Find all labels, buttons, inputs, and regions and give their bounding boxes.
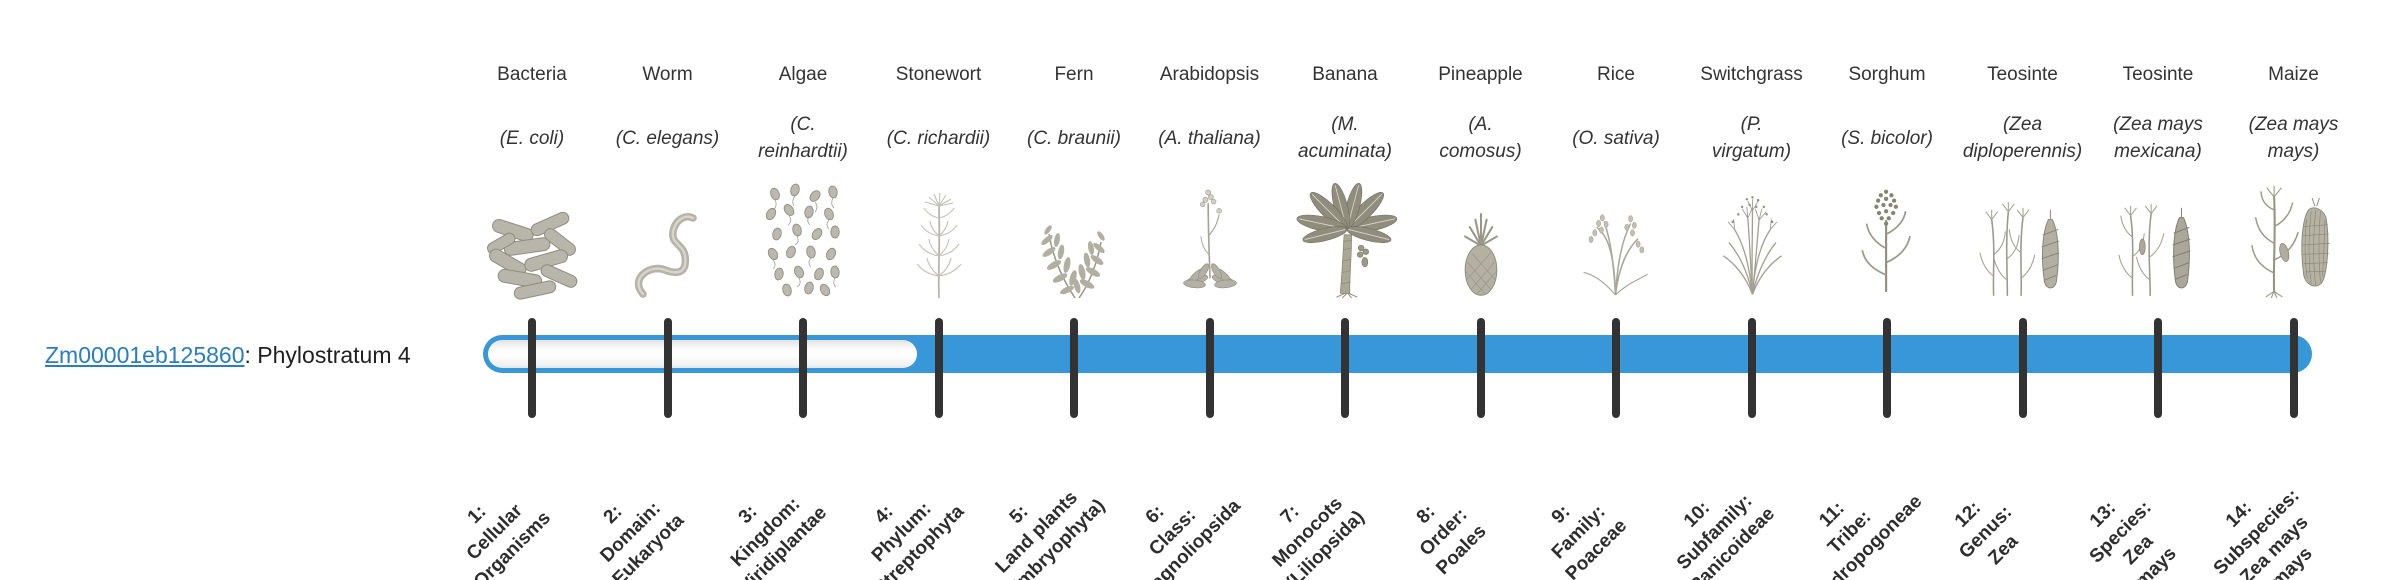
species-scientific-name: (Zea mays mexicana) — [2113, 114, 2203, 162]
species-scientific-name: (O. sativa) — [1572, 127, 1660, 149]
species-common-name: Fern — [1054, 64, 1094, 85]
species-common-name: Bacteria — [497, 64, 567, 85]
species-illustration — [457, 172, 607, 300]
species-scientific-name: (E. coli) — [499, 127, 565, 149]
species-illustration — [999, 172, 1149, 300]
phylostratum-tick — [1476, 318, 1485, 418]
species-common-name: Pineapple — [1438, 64, 1523, 85]
pineapple-icon — [1463, 213, 1498, 296]
algae-icon — [765, 183, 840, 297]
phylostratum-tick — [1070, 318, 1078, 418]
phylostratum-tick — [1747, 318, 1756, 418]
species-scientific-name: (C. elegans) — [615, 127, 720, 149]
bacteria-icon — [487, 212, 578, 300]
phylostratum-bar — [483, 335, 2312, 373]
species-illustration — [2219, 172, 2369, 300]
phylostratum-column: Arabidopsis (A. thaliana) 6: Class: Magn… — [1135, 0, 1285, 580]
teosinte-diploperennis-icon — [1978, 201, 2059, 296]
species-illustration — [728, 172, 878, 300]
phylostratum-column: Rice (O. sativa) 9: Family: Poaceae — [1541, 0, 1691, 580]
species-illustration — [1812, 172, 1962, 300]
species-scientific-name: (Zea mays mays) — [2248, 114, 2339, 162]
phylostratum-bar-unfilled — [488, 340, 917, 368]
species-common-name: Worm — [642, 64, 693, 85]
phylostratum-tick — [528, 318, 536, 418]
maize-icon — [2250, 185, 2330, 299]
teosinte-mexicana-icon — [2118, 203, 2191, 296]
phylostratum-tick — [934, 318, 943, 418]
species-scientific-name: (A. thaliana) — [1158, 127, 1261, 149]
phylostratum-column: Maize (Zea mays mays) 14: Subsp — [2209, 0, 2369, 580]
species-common-name: Teosinte — [2122, 64, 2194, 85]
sorghum-icon — [1861, 189, 1911, 292]
fern-icon — [1040, 225, 1105, 299]
species-common-name: Rice — [1596, 64, 1635, 85]
species-scientific-name: (C. braunii) — [1027, 127, 1121, 149]
species-scientific-name: (C. richardii) — [886, 127, 991, 149]
species-illustration — [1406, 172, 1556, 300]
phylostratum-column: Worm (C. elegans) 2: Domain: Eukaryota — [593, 0, 743, 580]
phylostratum-column: Teosinte (Zea mays mexicana) 13: Species… — [2083, 0, 2233, 580]
phylostratum-tick — [663, 318, 672, 418]
gene-label: Zm00001eb125860: Phylostratum 4 — [45, 340, 411, 370]
worm-icon — [634, 213, 697, 298]
banana-icon — [1296, 183, 1397, 299]
phylostratum-column: Bacteria (E. coli) 1: Cellular Organisms — [457, 0, 607, 580]
phylostratum-column: Stonewort (C. richardii) 4: Phylum: Stre… — [864, 0, 1014, 580]
species-common-name: Teosinte — [1987, 64, 2058, 85]
phylostratum-tick — [1883, 318, 1891, 418]
species-illustration — [1135, 172, 1285, 300]
phylostratum-tick — [799, 318, 807, 418]
phylostratum-tick — [2018, 318, 2027, 418]
species-illustration — [1541, 172, 1691, 300]
species-scientific-name: (P. virgatum) — [1711, 114, 1792, 162]
phylostratum-column: Teosinte (Zea diploperennis) 12: Genus: … — [1948, 0, 2098, 580]
species-illustration — [1270, 172, 1420, 300]
switchgrass-icon — [1722, 196, 1782, 295]
phylostratum-column: Pineapple (A. comosus) 8: Order: Poales — [1406, 0, 1556, 580]
phylostratum-tick — [1612, 318, 1620, 418]
gene-phylostratum-text: : Phylostratum 4 — [244, 342, 411, 368]
phylostratum-column: Switchgrass (P. virgatum) 10: — [1673, 0, 1827, 580]
species-illustration — [1948, 172, 2098, 300]
species-common-name: Arabidopsis — [1159, 64, 1260, 85]
gene-link[interactable]: Zm00001eb125860 — [45, 342, 245, 368]
species-illustration — [593, 172, 743, 300]
species-illustration — [2083, 172, 2233, 300]
species-illustration — [1677, 172, 1827, 300]
rice-icon — [1583, 214, 1648, 296]
species-common-name: Switchgrass — [1700, 64, 1803, 85]
species-scientific-name: (Zea diploperennis) — [1962, 114, 2083, 162]
species-common-name: Banana — [1312, 64, 1378, 85]
phylostratum-tick — [1341, 318, 1349, 418]
phylostratum-tick — [2154, 318, 2162, 418]
species-common-name: Stonewort — [895, 64, 982, 85]
species-common-name: Algae — [778, 64, 828, 85]
phylostratum-column: Sorghum (S. bicolor) 11: Tribe: Andropog… — [1809, 0, 1962, 580]
phylostratum-tick — [1205, 318, 1214, 418]
phylostratum-column: Algae (C. reinhardtii) — [727, 0, 878, 580]
arabidopsis-icon — [1182, 189, 1237, 289]
phylostratum-tick — [2289, 318, 2298, 418]
phylostratum-column: Banana (M. acuminata) 7: Monocots (L — [1269, 0, 1420, 580]
species-illustration — [864, 172, 1014, 300]
species-scientific-name: (A. comosus) — [1439, 114, 1522, 162]
stonewort-icon — [916, 192, 961, 299]
species-common-name: Maize — [2268, 64, 2319, 85]
species-scientific-name: (M. acuminata) — [1298, 114, 1392, 162]
species-common-name: Sorghum — [1848, 64, 1926, 85]
phylostratum-column: Fern (C. braunii) — [992, 0, 1149, 580]
species-scientific-name: (S. bicolor) — [1841, 127, 1933, 149]
species-scientific-name: (C. reinhardtii) — [758, 114, 848, 162]
